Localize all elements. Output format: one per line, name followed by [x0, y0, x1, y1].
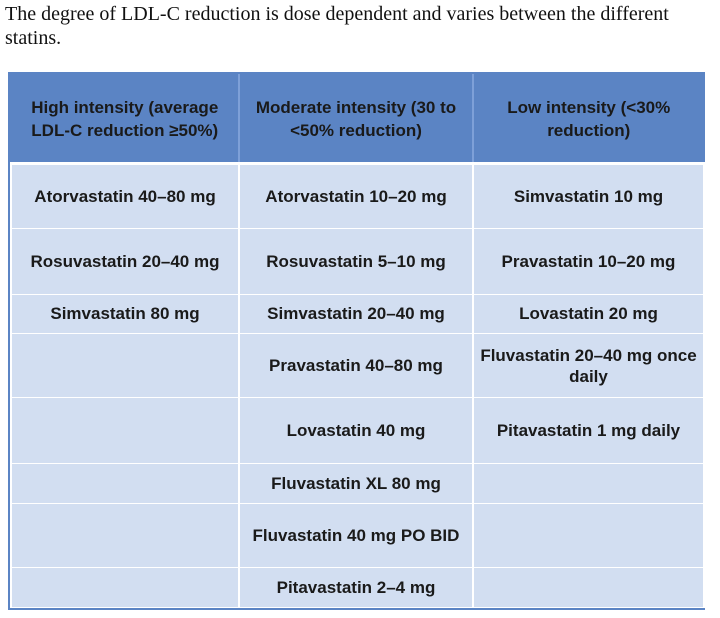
table-cell: Lovastatin 20 mg [472, 293, 705, 334]
statin-intensity-table: High intensity (average LDL-C reduction … [8, 72, 705, 610]
table-row: Rosuvastatin 20–40 mg Rosuvastatin 5–10 … [10, 228, 705, 295]
table-cell: Atorvastatin 40–80 mg [10, 161, 240, 230]
table-cell: Fluvastatin XL 80 mg [238, 462, 474, 504]
table-row: Lovastatin 40 mg Pitavastatin 1 mg daily [10, 397, 705, 464]
table-cell [10, 502, 240, 569]
table-row: Fluvastatin XL 80 mg [10, 462, 705, 504]
table-row: Simvastatin 80 mg Simvastatin 20–40 mg L… [10, 293, 705, 334]
table-cell [10, 397, 240, 464]
table-cell: Pravastatin 10–20 mg [472, 228, 705, 295]
table-cell: Fluvastatin 20–40 mg once daily [472, 332, 705, 399]
header-low-intensity: Low intensity (<30% reduction) [472, 74, 705, 164]
table-cell: Atorvastatin 10–20 mg [238, 161, 474, 230]
table-cell [472, 567, 705, 608]
table-cell: Lovastatin 40 mg [238, 397, 474, 464]
table-row: Fluvastatin 40 mg PO BID [10, 502, 705, 569]
table-cell [10, 332, 240, 399]
table-cell [10, 462, 240, 504]
table-cell: Pravastatin 40–80 mg [238, 332, 474, 399]
header-high-intensity: High intensity (average LDL-C reduction … [10, 74, 240, 164]
table-cell [472, 502, 705, 569]
table-cell: Fluvastatin 40 mg PO BID [238, 502, 474, 569]
table-cell: Rosuvastatin 5–10 mg [238, 228, 474, 295]
table-cell: Rosuvastatin 20–40 mg [10, 228, 240, 295]
table-cell: Simvastatin 10 mg [472, 161, 705, 230]
table-cell [472, 462, 705, 504]
table-row: Atorvastatin 40–80 mg Atorvastatin 10–20… [10, 161, 705, 230]
table-row: Pravastatin 40–80 mg Fluvastatin 20–40 m… [10, 332, 705, 399]
header-moderate-intensity: Moderate intensity (30 to <50% reduction… [238, 74, 474, 164]
table-row: Pitavastatin 2–4 mg [10, 567, 705, 608]
table-cell: Simvastatin 80 mg [10, 293, 240, 334]
table-cell: Simvastatin 20–40 mg [238, 293, 474, 334]
table-cell: Pitavastatin 2–4 mg [238, 567, 474, 608]
table-header-row: High intensity (average LDL-C reduction … [10, 74, 705, 164]
table-cell: Pitavastatin 1 mg daily [472, 397, 705, 464]
table-cell [10, 567, 240, 608]
intro-text: The degree of LDL-C reduction is dose de… [5, 3, 669, 49]
